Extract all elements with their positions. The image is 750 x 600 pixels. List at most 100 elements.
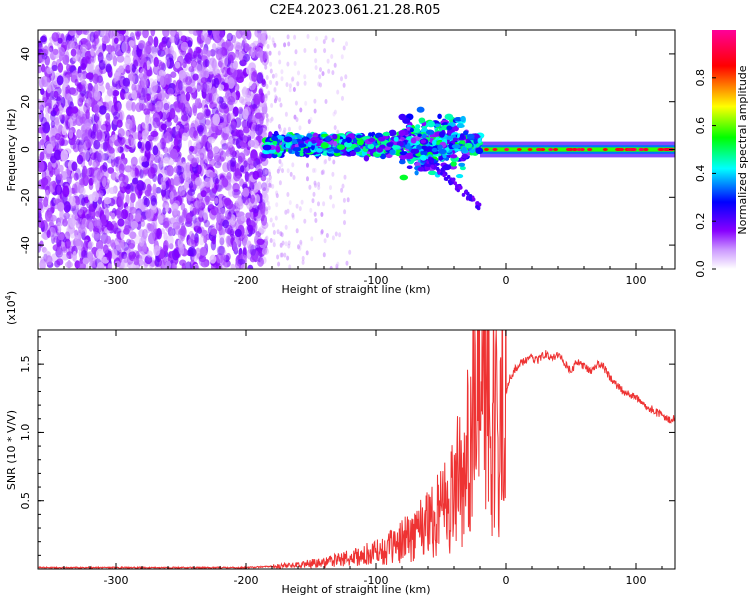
heatmap-cell: [291, 138, 298, 145]
spectrogram-x-tick-label: 100: [626, 274, 647, 287]
heatmap-cell: [251, 217, 258, 226]
heatmap-cell: [322, 201, 326, 207]
heatmap-cell: [283, 136, 293, 143]
heatmap-cell: [319, 67, 322, 73]
heatmap-cell: [125, 193, 130, 205]
heatmap-cell: [336, 89, 340, 95]
heatmap-cell: [242, 126, 250, 134]
heatmap-cell: [56, 258, 64, 266]
heatmap-cell: [460, 115, 466, 123]
heatmap-cell: [299, 239, 303, 245]
heatmap-cell: [406, 142, 411, 150]
heatmap-cell: [175, 31, 180, 38]
heatmap-cell: [421, 133, 427, 139]
heatmap-cell: [572, 148, 578, 151]
heatmap-cell: [123, 35, 130, 43]
heatmap-cell: [349, 150, 357, 157]
heatmap-cell: [293, 34, 297, 40]
heatmap-cell: [131, 101, 136, 112]
heatmap-cell: [619, 148, 625, 151]
heatmap-cell: [282, 130, 286, 135]
heatmap-cell: [157, 214, 164, 224]
heatmap-cell: [353, 147, 361, 153]
heatmap-cell: [169, 36, 176, 43]
heatmap-cell: [398, 130, 406, 137]
heatmap-cell: [111, 196, 119, 205]
heatmap-cell: [75, 198, 81, 206]
heatmap-cell: [440, 167, 445, 172]
heatmap-cell: [88, 221, 94, 232]
heatmap-cell: [72, 70, 79, 81]
heatmap-cell: [172, 79, 177, 89]
heatmap-cell: [320, 212, 324, 217]
heatmap-cell: [237, 106, 244, 115]
heatmap-cell: [298, 143, 307, 148]
heatmap-cell: [241, 39, 246, 52]
heatmap-cell: [135, 102, 143, 113]
heatmap-cell: [629, 148, 634, 151]
heatmap-cell: [459, 133, 465, 140]
heatmap-cell: [116, 119, 123, 128]
heatmap-cell: [466, 195, 470, 200]
heatmap-cell: [97, 261, 105, 269]
heatmap-cell: [579, 148, 585, 151]
heatmap-cell: [431, 147, 438, 153]
heatmap-cell: [114, 49, 123, 57]
spectrogram-y-tick-label: 20: [19, 95, 32, 109]
heatmap-cell: [268, 182, 271, 188]
heatmap-cell: [65, 39, 71, 51]
heatmap-cell: [141, 156, 148, 163]
heatmap-cell: [269, 61, 273, 67]
heatmap-cell: [156, 228, 163, 240]
heatmap-cell: [311, 139, 316, 144]
spectrogram-x-tick-label: -200: [234, 274, 259, 287]
heatmap-cell: [292, 147, 302, 152]
heatmap-cell: [444, 113, 454, 120]
heatmap-cell: [123, 55, 131, 66]
heatmap-cell: [299, 107, 303, 113]
heatmap-cell: [437, 113, 442, 119]
heatmap-cell: [82, 165, 88, 178]
heatmap-cell: [155, 186, 162, 194]
heatmap-cell: [199, 157, 205, 168]
heatmap-cell: [92, 124, 99, 133]
heatmap-cell: [288, 87, 292, 93]
heatmap-cell: [343, 174, 347, 180]
heatmap-cell: [425, 129, 435, 135]
heatmap-cell: [100, 30, 107, 37]
heatmap-cell: [273, 130, 279, 136]
heatmap-cell: [664, 148, 670, 151]
heatmap-cell: [145, 209, 152, 219]
heatmap-cell: [62, 77, 69, 88]
heatmap-cell: [247, 264, 254, 269]
heatmap-cell: [147, 35, 154, 46]
heatmap-cell: [271, 73, 275, 79]
heatmap-cell: [313, 180, 317, 186]
colorbar-tick-label: 0.2: [694, 212, 707, 230]
heatmap-cell: [178, 245, 185, 256]
heatmap-cell: [70, 196, 76, 207]
heatmap-cell: [38, 65, 43, 74]
heatmap-cell: [81, 217, 88, 228]
heatmap-cell: [659, 148, 665, 151]
heatmap-cell: [438, 131, 445, 138]
heatmap-cell: [75, 238, 83, 247]
heatmap-cell: [310, 236, 314, 242]
heatmap-cell: [262, 51, 268, 63]
heatmap-cell: [153, 36, 159, 48]
colorbar-tick-label: 0.0: [694, 260, 707, 278]
snr-y-tick-label: 1.0: [19, 424, 32, 442]
heatmap-cell: [38, 201, 43, 213]
heatmap-cell: [214, 161, 222, 169]
heatmap-cell: [276, 168, 280, 174]
heatmap-cell: [129, 253, 135, 262]
heatmap-cell: [151, 46, 158, 55]
heatmap-cell: [130, 220, 139, 229]
heatmap-cell: [117, 195, 124, 207]
heatmap-cell: [57, 62, 64, 73]
heatmap-cell: [123, 130, 130, 139]
heatmap-cell: [54, 117, 60, 126]
snr-x-tick-label: 0: [503, 574, 510, 587]
heatmap-cell: [342, 138, 347, 143]
heatmap-cell: [199, 152, 205, 161]
